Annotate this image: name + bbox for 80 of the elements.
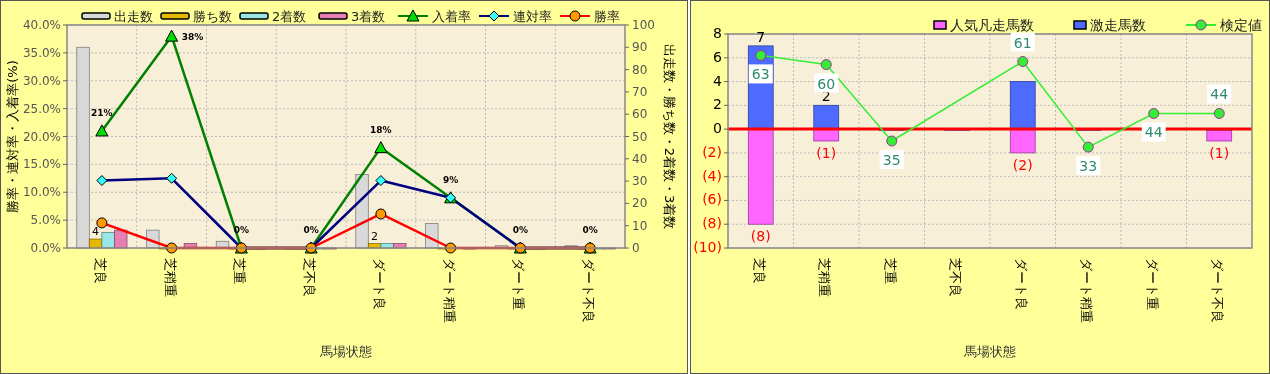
y2-tick-label: 20 [632, 196, 648, 211]
y-tick-label: 0 [713, 120, 722, 137]
data-label: 4 [92, 225, 100, 239]
y-tick-label: 20.0% [22, 129, 61, 144]
x-axis-title: 馬場状態 [319, 344, 372, 359]
x-tick-label: 芝良 [92, 258, 108, 284]
legend-label: 3着数 [351, 8, 386, 24]
data-label: (8) [750, 228, 771, 245]
y-tick-label: 10.0% [22, 185, 61, 200]
legend-label: 出走数 [114, 8, 153, 24]
legend-label: 勝ち数 [193, 8, 232, 24]
y-tick-label: (6) [702, 191, 722, 208]
x-tick-label: ダート稍重 [1079, 258, 1095, 323]
y-tick-label: (2) [702, 143, 722, 160]
y-axis-title: 勝率・連対率・入着率(%) [5, 60, 20, 213]
data-label: (1) [1209, 145, 1230, 161]
data-label: 21% [91, 107, 113, 118]
data-label: (2) [1012, 156, 1033, 173]
y2-tick-label: 50 [632, 129, 648, 144]
y-tick-label: 35.0% [22, 45, 61, 60]
data-label: 38% [181, 32, 204, 43]
y2-tick-label: 60 [632, 107, 648, 122]
data-label: 60 [817, 75, 836, 92]
legend-label: 2着数 [272, 8, 307, 24]
legend-label: 勝率 [594, 8, 620, 24]
x-tick-label: ダート重 [1144, 258, 1160, 310]
legend-label: 入着率 [432, 8, 471, 24]
data-label: 63 [751, 66, 770, 83]
data-label: (1) [816, 145, 837, 161]
y2-tick-label: 90 [632, 40, 648, 55]
x-tick-label: 芝重 [232, 258, 248, 284]
x-tick-label: ダート良 [371, 258, 387, 310]
data-label: 35 [882, 152, 901, 168]
y-tick-label: 4 [713, 72, 723, 89]
x-tick-label: 芝重 [882, 258, 898, 284]
y-tick-label: 2 [713, 96, 722, 113]
y-tick-label: (8) [702, 215, 722, 232]
x-axis-title: 馬場状態 [963, 344, 1016, 359]
legend-label: 検定値 [1220, 17, 1262, 34]
x-tick-label: ダート稍重 [441, 258, 457, 323]
data-label: 44 [1210, 86, 1229, 103]
legend-label: 激走馬数 [1090, 17, 1146, 34]
data-label: 7 [756, 28, 766, 45]
data-label: 18% [370, 124, 392, 135]
x-tick-label: ダート良 [1013, 258, 1029, 310]
y-tick-label: 15.0% [22, 157, 61, 172]
y-tick-label: 8 [713, 25, 722, 41]
y-tick-label: 30.0% [22, 73, 61, 88]
y-tick-label: 25.0% [22, 101, 61, 116]
y2-tick-label: 0 [632, 241, 640, 255]
x-tick-label: ダート不良 [1210, 258, 1226, 323]
y2-tick-label: 40 [632, 151, 648, 166]
x-tick-label: 芝不良 [302, 258, 318, 297]
x-tick-label: 芝不良 [948, 258, 964, 297]
data-label: 0% [582, 225, 598, 235]
y-tick-label: 5.0% [30, 213, 61, 228]
y2-tick-label: 80 [632, 62, 648, 77]
data-label: 61 [1013, 34, 1032, 51]
data-label: 33 [1079, 158, 1098, 175]
y-tick-label: 6 [713, 48, 723, 65]
x-tick-label: 芝稍重 [817, 258, 833, 297]
x-tick-label: 芝良 [751, 258, 767, 284]
data-label: 0% [512, 225, 529, 235]
y2-axis-title: 出走数・勝ち数・2着数・3着数 [662, 43, 677, 230]
legend-label: 人気凡走馬数 [950, 17, 1034, 34]
y-tick-label: (4) [702, 167, 722, 184]
x-tick-label: 芝稍重 [162, 258, 178, 297]
legend-label: 連対率 [513, 8, 552, 24]
y-tick-label: (10) [693, 239, 722, 255]
y-tick-label: 40.0% [22, 18, 61, 32]
data-label: 9% [442, 174, 459, 185]
y2-tick-label: 30 [632, 174, 648, 189]
y2-tick-label: 70 [632, 84, 648, 99]
y-tick-label: 0.0% [30, 241, 61, 255]
y2-tick-label: 100 [632, 18, 655, 32]
y2-tick-label: 10 [632, 218, 648, 233]
data-label: 2 [371, 229, 379, 243]
x-tick-label: ダート不良 [581, 258, 597, 323]
data-label: 0% [303, 225, 319, 235]
x-tick-label: ダート重 [511, 258, 527, 310]
